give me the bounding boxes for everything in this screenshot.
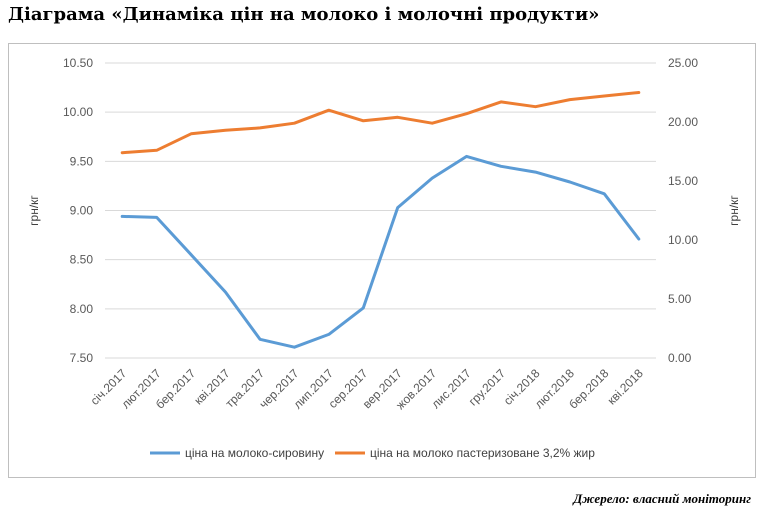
source-note: Джерело: власний моніторинг bbox=[573, 491, 751, 506]
left-tick-label: 10.00 bbox=[63, 105, 93, 119]
left-tick-label: 7.50 bbox=[70, 351, 94, 365]
left-axis-label: грн/кг bbox=[27, 195, 41, 226]
left-tick-label: 8.50 bbox=[70, 253, 94, 267]
chart-frame bbox=[8, 43, 756, 478]
left-tick-label: 10.50 bbox=[63, 56, 93, 70]
legend-label-raw-milk: ціна на молоко-сировину bbox=[185, 446, 324, 460]
right-tick-label: 15.00 bbox=[668, 174, 698, 188]
series-line-pasteurized-milk bbox=[120, 91, 641, 155]
chart-title: Діаграма «Динаміка цін на молоко і молоч… bbox=[8, 4, 600, 25]
right-tick-label: 25.00 bbox=[668, 56, 698, 70]
x-tick-label: кві.2018 bbox=[605, 366, 646, 407]
right-axis-label: грн/кг bbox=[727, 195, 741, 226]
x-tick-label: гру.2017 bbox=[466, 366, 508, 408]
gridlines bbox=[105, 62, 656, 310]
right-axis-ticks: 0.00 5.00 10.00 15.00 20.00 25.00 bbox=[668, 56, 698, 365]
right-tick-label: 10.00 bbox=[668, 233, 698, 247]
right-tick-label: 5.00 bbox=[668, 292, 692, 306]
legend-label-pasteurized-milk: ціна на молоко пастеризоване 3,2% жир bbox=[370, 446, 595, 460]
x-axis-ticks: січ.2017лют.2017бер.2017кві.2017тра.2017… bbox=[88, 366, 646, 412]
left-tick-label: 9.00 bbox=[70, 204, 94, 218]
left-tick-label: 8.00 bbox=[70, 302, 94, 316]
left-tick-label: 9.50 bbox=[70, 154, 94, 168]
left-axis-ticks: 7.50 8.00 8.50 9.00 9.50 10.00 10.50 bbox=[63, 56, 93, 365]
series-line-raw-milk bbox=[120, 154, 641, 349]
series-lines bbox=[120, 91, 641, 349]
right-tick-label: 0.00 bbox=[668, 351, 692, 365]
legend: ціна на молоко-сировину ціна на молоко п… bbox=[150, 446, 595, 460]
right-tick-label: 20.00 bbox=[668, 115, 698, 129]
